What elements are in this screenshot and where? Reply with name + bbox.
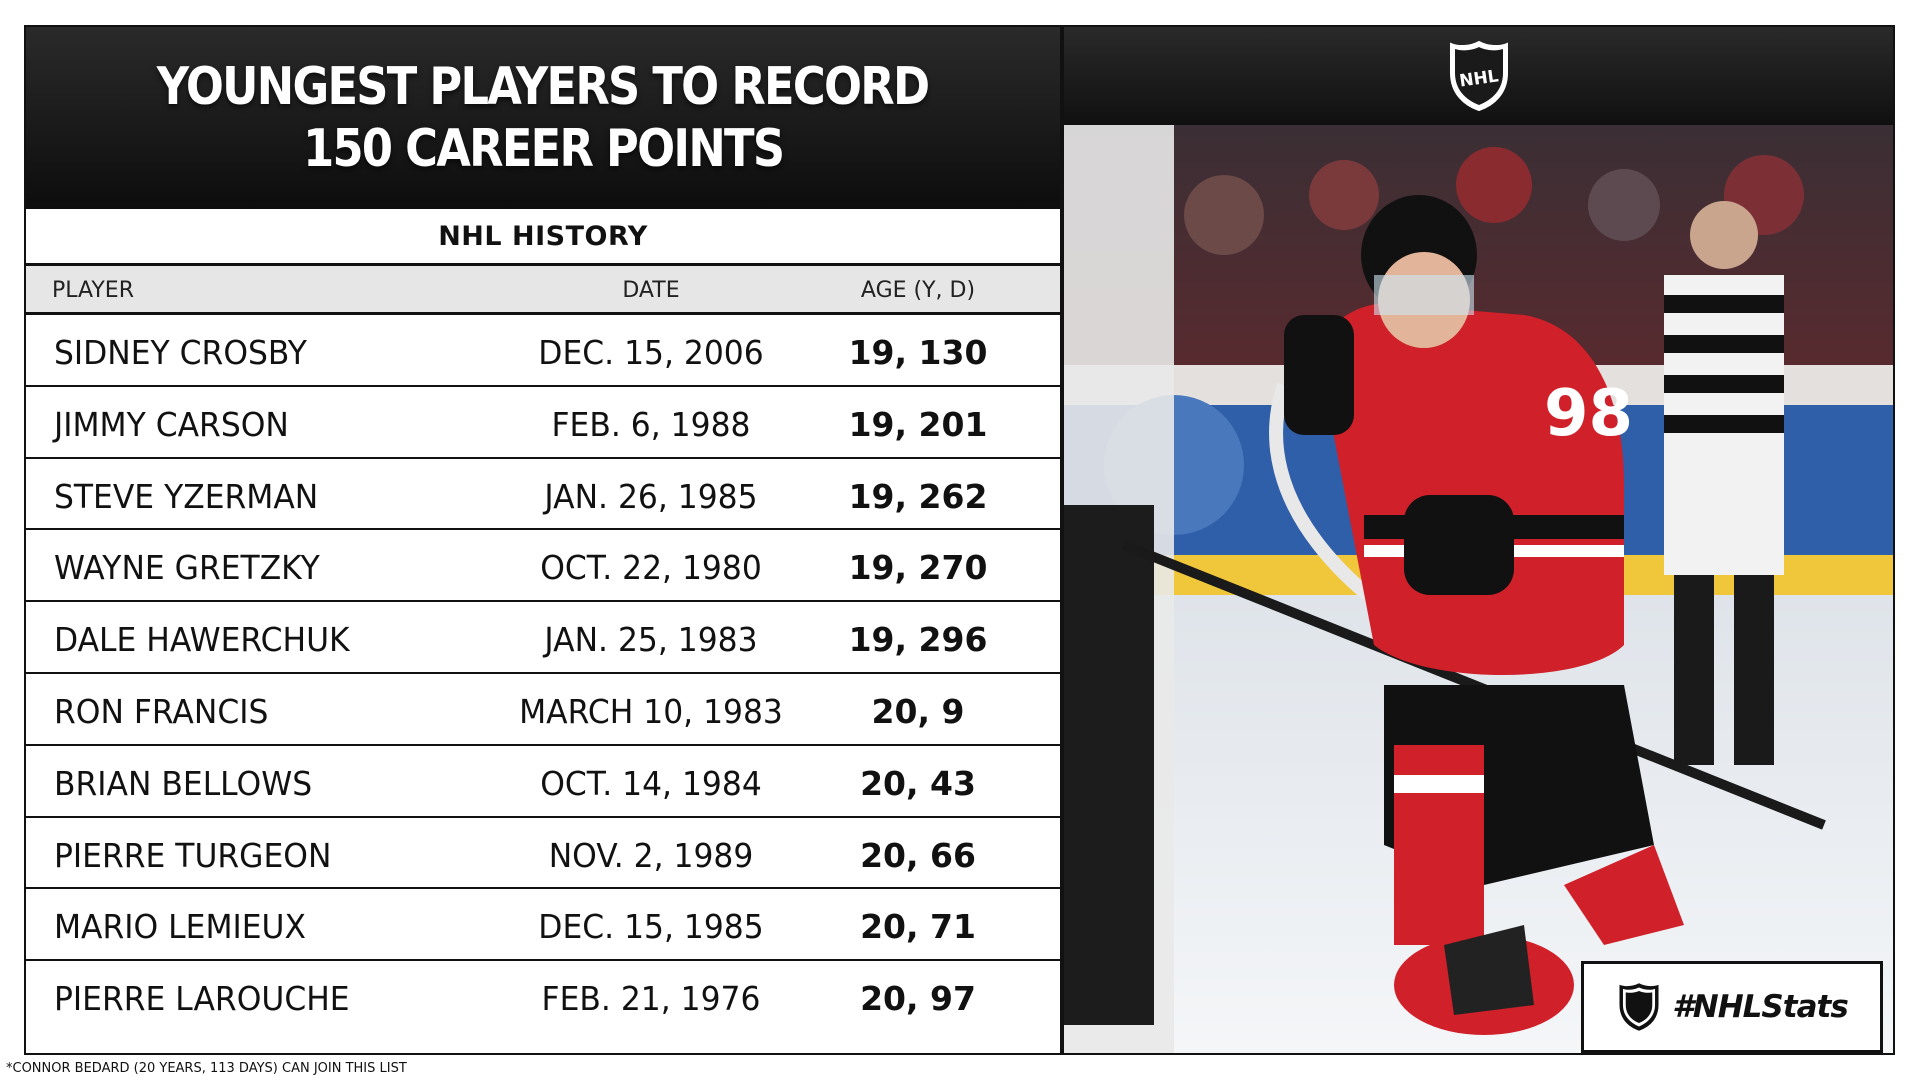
record-date: NOV. 2, 1989: [548, 835, 754, 875]
table-row: PIERRE LAROUCHE FEB. 21, 1976 20, 97: [26, 961, 1060, 1033]
table-row: RON FRANCIS MARCH 10, 1983 20, 9: [26, 674, 1060, 746]
table-row: DALE HAWERCHUK JAN. 25, 1983 19, 296: [26, 602, 1060, 674]
record-age: 19, 296: [848, 620, 988, 660]
table-body: SIDNEY CROSBY DEC. 15, 2006 19, 130 JIMM…: [26, 315, 1060, 1033]
player-name: PIERRE LAROUCHE: [54, 979, 350, 1019]
record-age: 19, 262: [848, 476, 988, 516]
player-name: RON FRANCIS: [54, 691, 269, 731]
record-date: DEC. 15, 1985: [538, 907, 764, 947]
jersey-number: 98: [1544, 377, 1633, 451]
column-date: DATE: [622, 278, 680, 303]
record-date: JAN. 26, 1985: [544, 476, 758, 516]
nhl-shield-icon: [1619, 983, 1659, 1031]
footnote: *CONNOR BEDARD (20 YEARS, 113 DAYS) CAN …: [6, 1061, 407, 1076]
hashtag-text: #NHLStats: [1672, 989, 1849, 1025]
record-age: 20, 9: [871, 691, 965, 731]
table-row: PIERRE TURGEON NOV. 2, 1989 20, 66: [26, 818, 1060, 890]
player-name: WAYNE GRETZKY: [54, 548, 320, 588]
table-row: MARIO LEMIEUX DEC. 15, 1985 20, 71: [26, 889, 1060, 962]
record-date: JAN. 25, 1983: [544, 620, 758, 660]
title-line-1: YOUNGEST PLAYERS TO RECORD: [157, 57, 930, 117]
record-date: DEC. 15, 2006: [538, 333, 764, 372]
record-date: FEB. 6, 1988: [551, 404, 751, 444]
record-age: 19, 201: [848, 404, 988, 444]
player-name: JIMMY CARSON: [54, 404, 289, 444]
column-player: PLAYER: [52, 278, 134, 303]
player-name: PIERRE TURGEON: [54, 835, 332, 875]
record-age: 19, 270: [848, 548, 988, 588]
player-name: BRIAN BELLOWS: [54, 763, 313, 803]
table-row: SIDNEY CROSBY DEC. 15, 2006 19, 130: [26, 315, 1060, 387]
table-row: WAYNE GRETZKY OCT. 22, 1980 19, 270: [26, 530, 1060, 603]
table-row: STEVE YZERMAN JAN. 26, 1985 19, 262: [26, 459, 1060, 531]
player-photo: 98 #NHLStats: [1064, 125, 1893, 1053]
player-name: DALE HAWERCHUK: [54, 620, 350, 660]
title-line-2: 150 CAREER POINTS: [302, 119, 785, 179]
title-panel: YOUNGEST PLAYERS TO RECORD 150 CAREER PO…: [26, 27, 1060, 209]
player-name: MARIO LEMIEUX: [54, 907, 306, 947]
records-table: NHL HISTORY PLAYER DATE AGE (Y, D) SIDNE…: [26, 209, 1060, 1053]
player-name: STEVE YZERMAN: [54, 476, 319, 516]
record-date: OCT. 22, 1980: [540, 548, 762, 588]
table-row: BRIAN BELLOWS OCT. 14, 1984 20, 43: [26, 746, 1060, 818]
hockey-player-illustration: 98: [1064, 125, 1893, 1053]
nhl-shield-icon: NHL: [1449, 40, 1508, 112]
section-title: NHL HISTORY: [26, 209, 1060, 266]
logo-panel: NHL: [1064, 27, 1893, 125]
record-age: 20, 43: [860, 763, 976, 803]
record-age: 20, 71: [860, 907, 976, 947]
record-age: 20, 97: [860, 979, 976, 1019]
record-date: OCT. 14, 1984: [540, 763, 762, 803]
record-age: 20, 66: [860, 835, 976, 875]
record-age: 19, 130: [848, 333, 988, 372]
table-row: JIMMY CARSON FEB. 6, 1988 19, 201: [26, 387, 1060, 459]
record-date: FEB. 21, 1976: [541, 979, 761, 1019]
player-name: SIDNEY CROSBY: [54, 333, 307, 372]
record-date: MARCH 10, 1983: [519, 691, 783, 731]
nhlstats-badge: #NHLStats: [1581, 961, 1883, 1053]
column-age: AGE (Y, D): [860, 278, 976, 303]
table-header: PLAYER DATE AGE (Y, D): [26, 266, 1060, 315]
